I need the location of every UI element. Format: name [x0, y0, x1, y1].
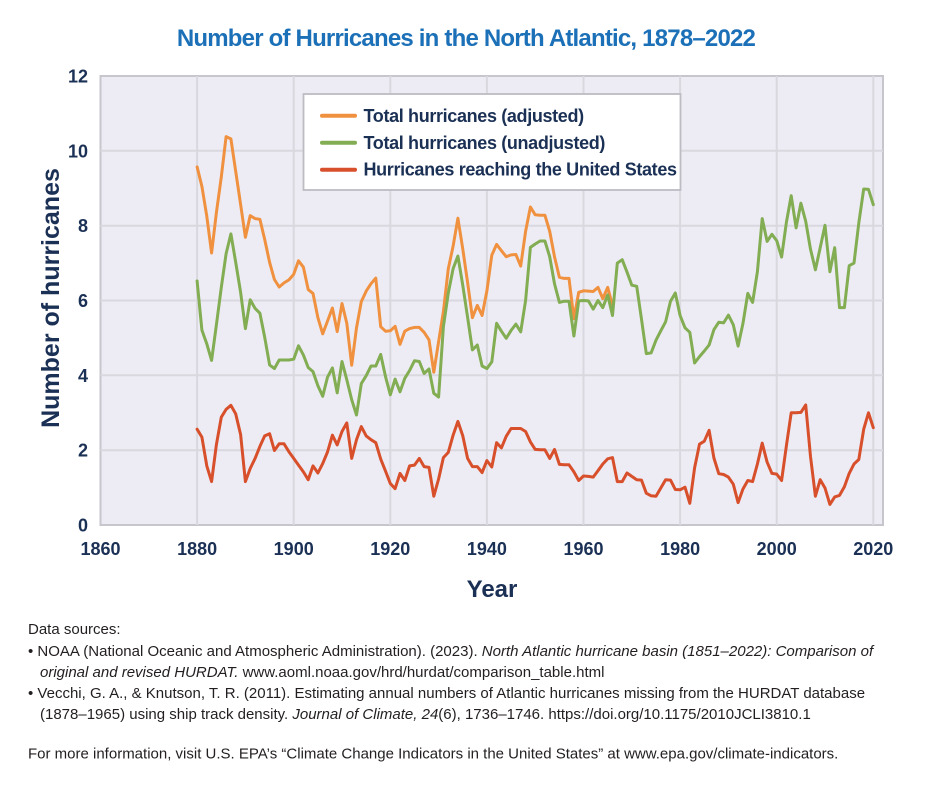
svg-text:2000: 2000 [757, 539, 797, 559]
svg-text:0: 0 [78, 516, 88, 536]
svg-text:1860: 1860 [80, 539, 120, 559]
svg-text:Number of Hurricanes in the No: Number of Hurricanes in the North Atlant… [177, 25, 756, 52]
svg-text:2020: 2020 [853, 539, 893, 559]
svg-text:1900: 1900 [274, 539, 314, 559]
svg-text:1980: 1980 [660, 539, 700, 559]
svg-text:6: 6 [78, 291, 88, 311]
svg-text:2: 2 [78, 441, 88, 461]
svg-text:10: 10 [68, 141, 88, 161]
svg-text:Data sources:: Data sources: [28, 621, 121, 638]
svg-text:1940: 1940 [467, 539, 507, 559]
svg-text:original and revised HURDAT. w: original and revised HURDAT. www.aoml.no… [40, 664, 604, 681]
svg-text:Number of hurricanes: Number of hurricanes [37, 168, 65, 428]
svg-text:1960: 1960 [563, 539, 603, 559]
svg-text:• NOAA (National Oceanic and A: • NOAA (National Oceanic and Atmospheric… [28, 643, 875, 660]
svg-text:4: 4 [78, 366, 88, 386]
svg-text:Hurricanes reaching the United: Hurricanes reaching the United States [364, 160, 677, 180]
svg-text:• Vecchi, G. A., & Knutson, T.: • Vecchi, G. A., & Knutson, T. R. (2011)… [28, 685, 865, 702]
svg-text:Year: Year [467, 576, 518, 603]
svg-text:Total hurricanes (unadjusted): Total hurricanes (unadjusted) [364, 133, 606, 153]
svg-text:12: 12 [68, 67, 88, 87]
svg-text:1880: 1880 [177, 539, 217, 559]
svg-text:For more information, visit U.: For more information, visit U.S. EPA’s “… [28, 746, 838, 763]
svg-text:1920: 1920 [370, 539, 410, 559]
svg-text:8: 8 [78, 216, 88, 236]
svg-text:Total hurricanes (adjusted): Total hurricanes (adjusted) [364, 106, 585, 126]
svg-text:(1878–1965) using ship track d: (1878–1965) using ship track density. Jo… [40, 706, 811, 723]
